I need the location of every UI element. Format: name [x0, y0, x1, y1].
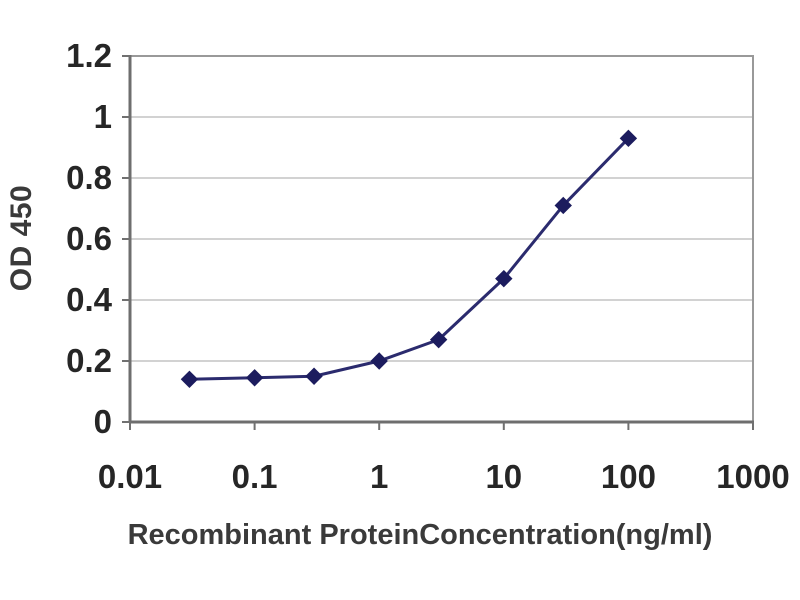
data-point-marker: [305, 367, 323, 385]
y-tick-label: 0.4: [66, 281, 113, 318]
data-point-marker: [180, 370, 199, 389]
x-tick-label: 0.01: [98, 458, 162, 495]
data-point-marker: [245, 369, 264, 387]
data-point-marker: [619, 129, 638, 148]
x-tick-label: 100: [601, 458, 656, 495]
x-tick-label: 0.1: [232, 458, 278, 495]
data-point-marker: [429, 330, 448, 349]
x-tick-label: 1: [370, 458, 388, 495]
y-tick-label: 0.2: [66, 342, 112, 379]
y-tick-label: 0.8: [66, 159, 112, 196]
y-axis-title: OD 450: [5, 184, 38, 292]
data-line: [187, 136, 630, 381]
data-point-marker: [495, 269, 513, 288]
x-tick-label: 1000: [716, 458, 789, 495]
y-tick-label: 1: [94, 98, 112, 135]
y-tick-label: 0: [94, 403, 112, 440]
x-tick-label: 10: [485, 458, 522, 495]
y-tick-label: 1.2: [66, 37, 112, 74]
data-point-marker: [370, 352, 388, 370]
x-axis-title: Recombinant ProteinConcentration(ng/ml): [127, 519, 713, 551]
y-tick-label: 0.6: [66, 220, 112, 257]
data-point-marker: [554, 196, 572, 215]
